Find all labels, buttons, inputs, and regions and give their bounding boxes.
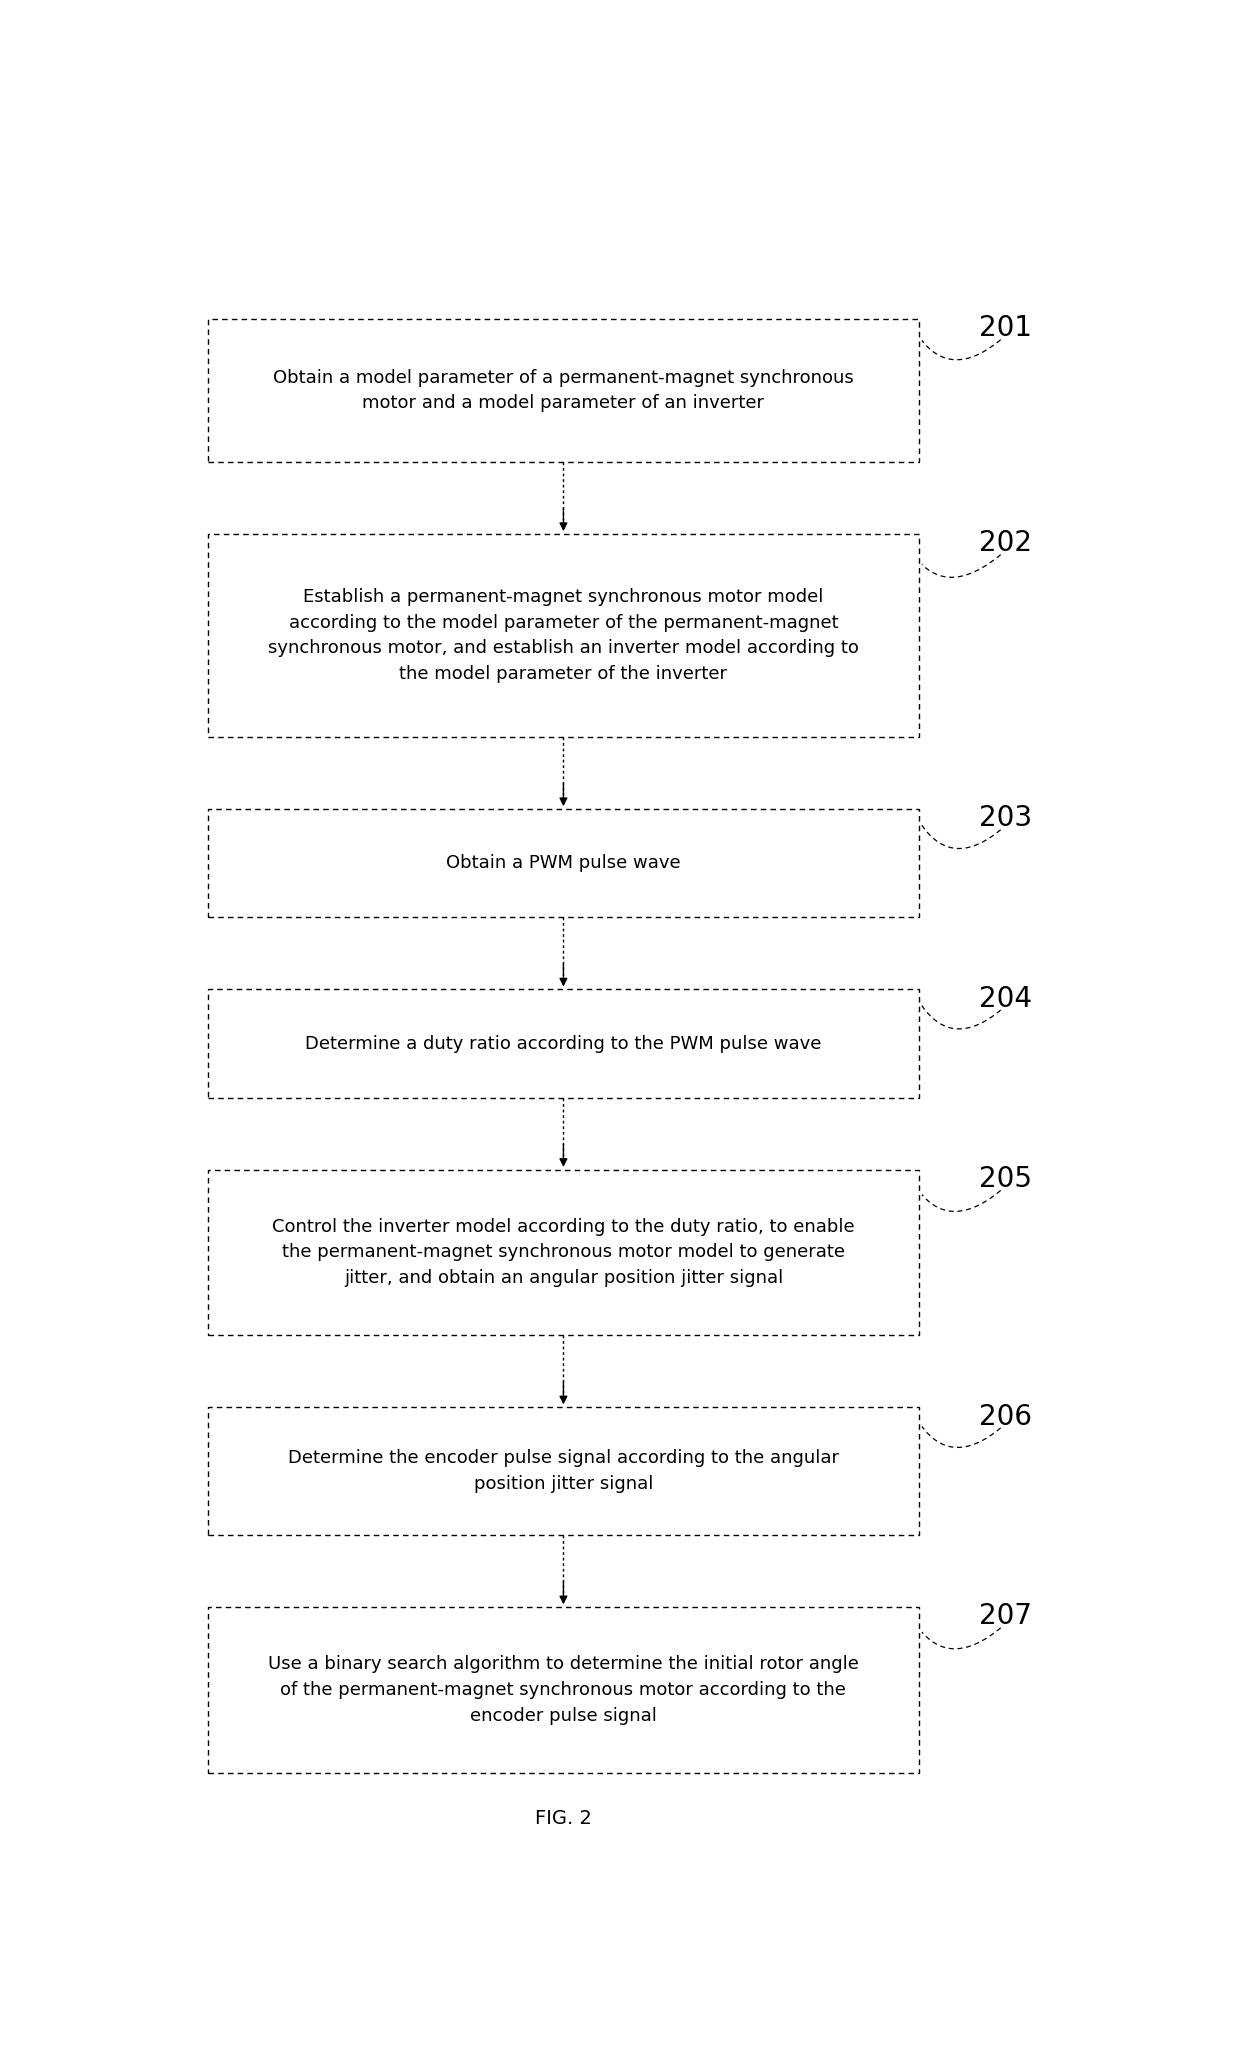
Text: Establish a permanent-magnet synchronous motor model
according to the model para: Establish a permanent-magnet synchronous… <box>268 588 859 683</box>
Text: FIG. 2: FIG. 2 <box>534 1809 591 1828</box>
Bar <box>208 990 919 1098</box>
Text: Determine a duty ratio according to the PWM pulse wave: Determine a duty ratio according to the … <box>305 1034 822 1052</box>
Text: Use a binary search algorithm to determine the initial rotor angle
of the perman: Use a binary search algorithm to determi… <box>268 1655 859 1725</box>
Text: Obtain a PWM pulse wave: Obtain a PWM pulse wave <box>446 854 681 873</box>
Text: 207: 207 <box>980 1603 1032 1630</box>
Text: 201: 201 <box>980 314 1032 342</box>
Text: Control the inverter model according to the duty ratio, to enable
the permanent-: Control the inverter model according to … <box>272 1217 854 1287</box>
Text: 206: 206 <box>980 1403 1032 1430</box>
Bar <box>208 320 919 462</box>
Text: 205: 205 <box>980 1166 1032 1192</box>
Bar <box>208 1170 919 1335</box>
Bar <box>208 809 919 918</box>
Text: 203: 203 <box>978 805 1032 831</box>
Text: 202: 202 <box>980 530 1032 557</box>
Bar <box>208 1607 919 1772</box>
Text: 204: 204 <box>980 984 1032 1013</box>
Text: Obtain a model parameter of a permanent-magnet synchronous
motor and a model par: Obtain a model parameter of a permanent-… <box>273 369 854 413</box>
Bar <box>208 1407 919 1535</box>
Bar <box>208 534 919 736</box>
Text: Determine the encoder pulse signal according to the angular
position jitter sign: Determine the encoder pulse signal accor… <box>288 1450 839 1494</box>
